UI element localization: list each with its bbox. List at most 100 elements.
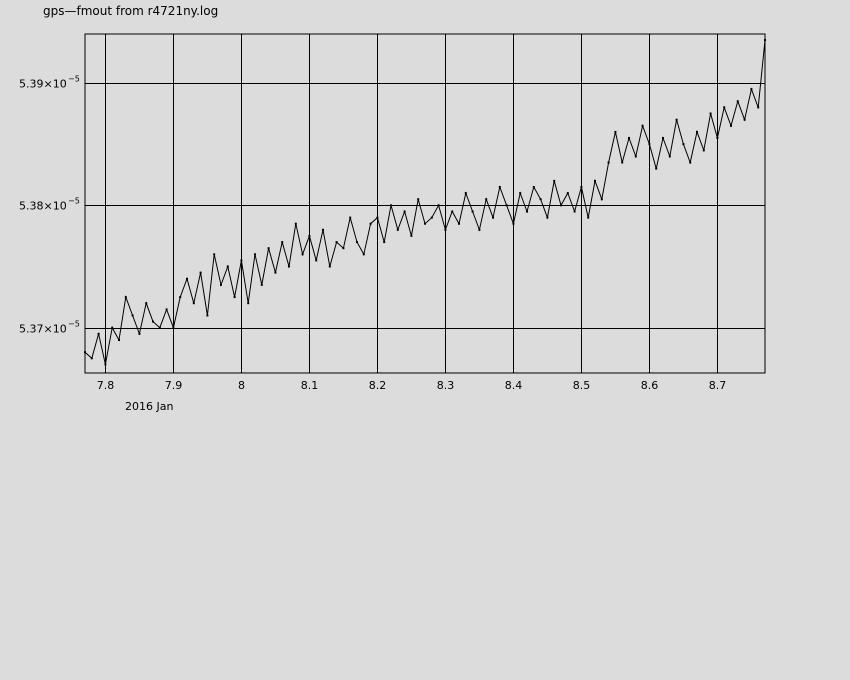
data-point <box>539 198 542 201</box>
data-point <box>138 332 141 335</box>
data-point <box>587 216 590 219</box>
x-axis-ticks: 7.8 7.9 8 8.1 8.2 8.3 8.4 8.5 8.6 8.7 <box>97 379 727 392</box>
data-point <box>172 326 175 329</box>
y-tick-label: 5.39×10 <box>19 78 67 91</box>
data-point <box>662 137 664 139</box>
data-point <box>124 296 127 299</box>
data-point <box>655 167 658 170</box>
data-point <box>152 320 154 323</box>
plot-frame <box>84 33 766 374</box>
data-point <box>573 210 576 213</box>
data-point <box>702 149 705 152</box>
y-tick-label: 5.37×10 <box>19 323 67 336</box>
x-tick-label: 8 <box>238 379 245 392</box>
y-tick-label: 5.38×10 <box>19 200 67 213</box>
data-point <box>390 204 392 207</box>
data-point <box>716 137 719 139</box>
data-point <box>566 192 569 195</box>
data-point <box>478 228 481 231</box>
data-point <box>281 241 284 244</box>
data-point <box>369 222 372 225</box>
data-point <box>519 192 522 195</box>
y-tick-exponent: −5 <box>68 197 80 206</box>
data-point <box>240 259 243 262</box>
data-point <box>600 198 603 201</box>
data-point <box>267 247 270 250</box>
data-point <box>213 253 216 256</box>
chart-title: gps—fmout from r4721ny.log <box>43 4 218 18</box>
data-point <box>757 106 760 109</box>
data-point <box>675 118 678 121</box>
data-point <box>424 222 426 225</box>
x-axis-label: 2016 Jan <box>125 400 173 413</box>
data-point <box>186 277 188 280</box>
data-point <box>362 253 365 256</box>
x-tick-label: 7.8 <box>97 379 115 392</box>
data-point <box>84 351 86 354</box>
data-point <box>437 204 440 207</box>
data-point <box>342 247 345 250</box>
data-point <box>526 210 528 213</box>
data-point <box>451 210 454 213</box>
data-point <box>430 216 433 219</box>
data-point <box>641 124 644 127</box>
x-tick-label: 8.2 <box>369 379 387 392</box>
y-axis-ticks: 5.37×10 −55.38×10 −55.39×10 −5 <box>19 75 80 336</box>
x-tick-label: 8.5 <box>573 379 591 392</box>
x-tick-label: 8.3 <box>437 379 455 392</box>
data-point <box>335 241 338 244</box>
data-point <box>192 302 195 305</box>
data-point <box>254 253 256 256</box>
data-point <box>696 130 698 133</box>
data-point <box>111 326 114 329</box>
data-point <box>492 216 494 219</box>
data-point <box>206 314 209 317</box>
data-point <box>553 179 556 182</box>
data-point <box>736 100 739 103</box>
data-point <box>410 234 413 237</box>
data-point <box>294 222 297 225</box>
y-tick-exponent: −5 <box>68 75 80 84</box>
data-point <box>614 130 617 133</box>
data-point <box>349 216 352 219</box>
grid-lines <box>85 34 765 373</box>
data-point <box>226 265 229 268</box>
data-point <box>308 234 311 237</box>
data-point <box>396 228 399 231</box>
series-line <box>84 40 766 365</box>
data-point <box>97 332 100 335</box>
data-point <box>594 179 596 182</box>
x-tick-label: 8.1 <box>301 379 319 392</box>
data-point <box>546 216 549 219</box>
data-point <box>315 259 318 262</box>
data-series <box>84 39 766 366</box>
x-tick-label: 8.7 <box>709 379 727 392</box>
data-point <box>158 326 161 329</box>
data-point <box>689 161 692 164</box>
data-point <box>301 253 304 256</box>
data-point <box>750 88 753 91</box>
data-point <box>607 161 610 164</box>
data-point <box>580 186 583 188</box>
data-point <box>90 357 93 360</box>
data-point <box>764 39 766 42</box>
data-point <box>668 155 671 158</box>
data-point <box>328 265 331 268</box>
data-point <box>104 363 107 366</box>
data-point <box>247 302 250 305</box>
data-point <box>199 271 202 274</box>
y-tick-exponent: −5 <box>68 320 80 329</box>
data-point <box>417 198 420 201</box>
x-tick-label: 8.4 <box>505 379 523 392</box>
data-point <box>621 161 624 164</box>
data-point <box>165 308 168 311</box>
data-point <box>118 339 120 341</box>
data-point <box>233 296 236 299</box>
data-point <box>131 314 134 317</box>
data-point <box>288 265 290 268</box>
data-point <box>260 283 263 286</box>
data-point <box>743 118 746 121</box>
data-point <box>648 143 651 146</box>
data-point <box>709 112 712 115</box>
